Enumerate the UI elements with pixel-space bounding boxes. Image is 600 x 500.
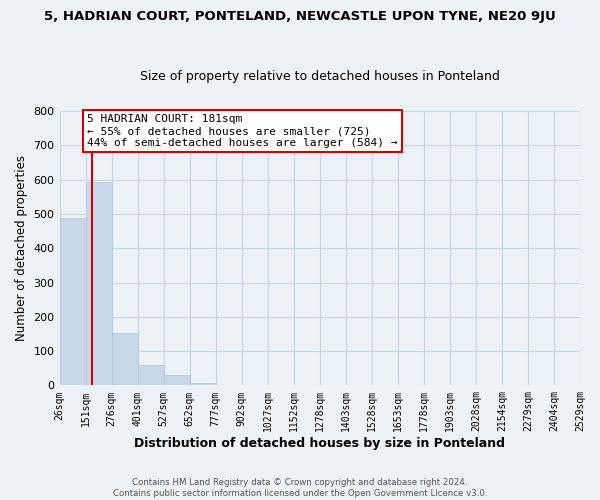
Text: Contains HM Land Registry data © Crown copyright and database right 2024.
Contai: Contains HM Land Registry data © Crown c… — [113, 478, 487, 498]
Bar — [59, 218, 86, 386]
Bar — [137, 365, 164, 386]
Text: 5 HADRIAN COURT: 181sqm
← 55% of detached houses are smaller (725)
44% of semi-d: 5 HADRIAN COURT: 181sqm ← 55% of detache… — [88, 114, 398, 148]
Y-axis label: Number of detached properties: Number of detached properties — [15, 156, 28, 342]
Bar — [86, 182, 112, 386]
Bar — [190, 383, 215, 386]
Text: 5, HADRIAN COURT, PONTELAND, NEWCASTLE UPON TYNE, NE20 9JU: 5, HADRIAN COURT, PONTELAND, NEWCASTLE U… — [44, 10, 556, 23]
Bar — [164, 375, 190, 386]
Bar — [112, 334, 137, 386]
X-axis label: Distribution of detached houses by size in Ponteland: Distribution of detached houses by size … — [134, 437, 505, 450]
Title: Size of property relative to detached houses in Ponteland: Size of property relative to detached ho… — [140, 70, 500, 84]
